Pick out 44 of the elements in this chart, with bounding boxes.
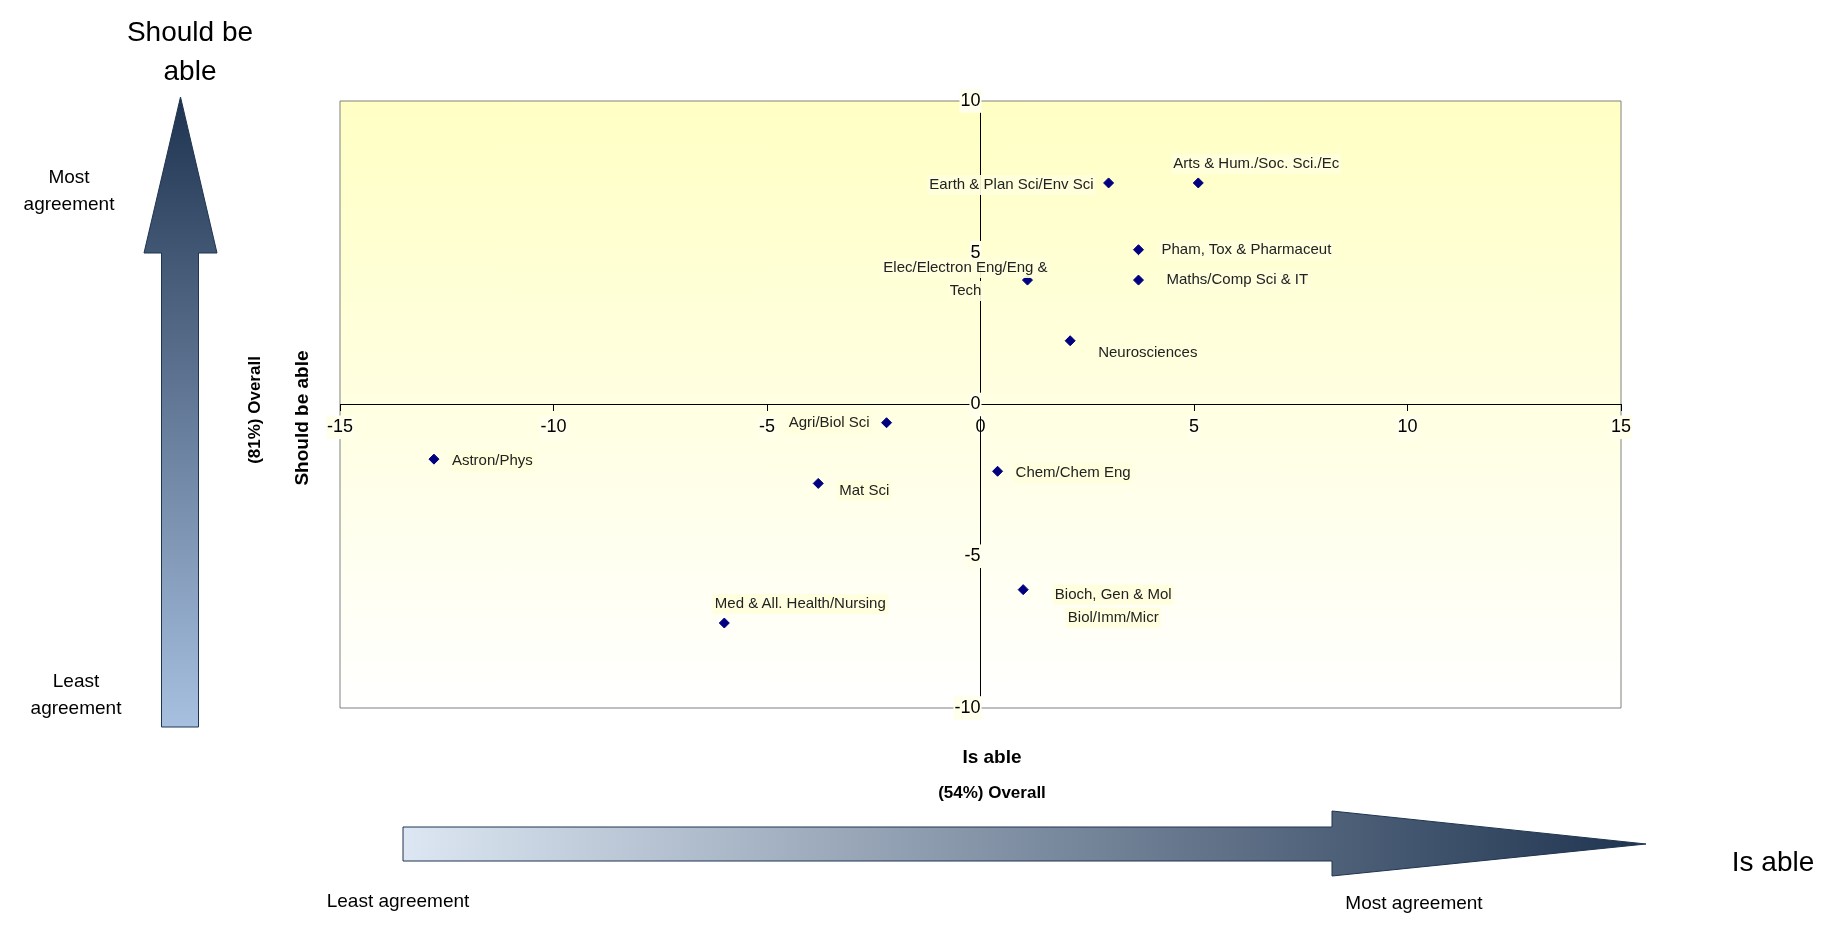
text: (54%) Overall (937, 782, 1047, 804)
annotation: Arts & Hum./Soc. Sci./Ec (1173, 154, 1340, 172)
x-tick-label: 5 (1188, 416, 1200, 437)
annotation: Bioch, Gen & Mol Biol/Imm/Micr (1054, 584, 1172, 625)
annotation: Pham, Tox & Pharmaceut (1161, 239, 1333, 257)
annotation: Astron/Phys (451, 451, 533, 469)
annotation: Neurosciences (1098, 342, 1198, 360)
text: Is able (1730, 845, 1816, 879)
text: Most agreement (1344, 891, 1484, 915)
point (428, 453, 440, 465)
x-axis-title: Is able (961, 746, 1023, 768)
text: Least agreement (325, 889, 471, 913)
point (1132, 274, 1144, 286)
annotation: Agri/Biol Sci (788, 412, 870, 430)
point (1132, 244, 1144, 256)
y-tick-label: 0 (970, 393, 981, 414)
text: Most agreement (22, 165, 116, 216)
annotation: Mat Sci (839, 480, 890, 498)
point (1064, 335, 1076, 347)
annotation: Earth & Plan Sci/Env Sci (929, 175, 1094, 193)
annotation: Maths/Comp Sci & IT (1166, 270, 1309, 288)
x-tick-label: 10 (1397, 416, 1418, 437)
x-tick-label: -5 (758, 416, 776, 437)
x-tick-label: 15 (1610, 416, 1632, 437)
y-axis-title: Should be able (291, 350, 313, 486)
text: Least agreement (29, 669, 123, 720)
y-tick-label: 10 (960, 89, 981, 110)
y-tick-label: 5 (970, 241, 981, 262)
text: Should be able (125, 15, 255, 89)
point (992, 465, 1004, 477)
annotation: Chem/Chem Eng (1015, 463, 1131, 481)
x-tick-label: -15 (326, 416, 354, 437)
point (1017, 584, 1029, 596)
point (718, 617, 730, 629)
annotation: Elec/Electron Eng/Eng & Tech (883, 258, 1048, 299)
point (1192, 177, 1204, 189)
x-tick-label: -10 (540, 416, 567, 437)
point (1103, 177, 1115, 189)
annotation: Med & All. Health/Nursing (714, 594, 886, 612)
y-tick-label: -10 (954, 696, 981, 717)
y-tick-label: -5 (964, 545, 981, 566)
text: (81%) Overall (244, 356, 266, 464)
point (881, 417, 893, 429)
point (812, 477, 824, 489)
